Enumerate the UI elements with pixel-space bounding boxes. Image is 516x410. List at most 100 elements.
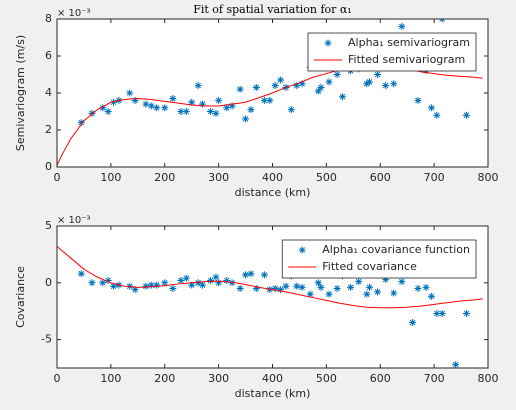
data-point	[298, 80, 306, 88]
data-point	[287, 106, 295, 114]
data-point	[339, 93, 347, 101]
legend-box	[281, 239, 477, 279]
data-point	[110, 282, 118, 290]
data-point	[169, 284, 177, 292]
data-point	[212, 109, 220, 117]
legend-label: Fitted covariance	[322, 260, 417, 273]
data-point	[223, 277, 231, 285]
data-point	[247, 106, 255, 114]
data-point	[198, 100, 206, 108]
x-tick-label: 600	[370, 171, 391, 184]
data-point	[236, 85, 244, 93]
data-point	[212, 273, 220, 281]
data-point	[182, 274, 190, 282]
data-point	[462, 309, 470, 317]
data-point	[215, 279, 223, 287]
x-tick-label: 600	[370, 372, 391, 385]
y-tick-label: -5	[41, 333, 52, 346]
data-point	[252, 284, 260, 292]
data-point	[433, 309, 441, 317]
data-point	[177, 277, 185, 285]
data-point	[293, 82, 301, 90]
x-axis-label: distance (km)	[235, 387, 311, 400]
legend-label: Alpha₁ covariance function	[322, 243, 470, 256]
data-point	[153, 281, 161, 289]
data-point	[131, 286, 139, 294]
data-point	[333, 284, 341, 292]
y-tick-label: 6	[45, 49, 52, 62]
data-point	[306, 290, 314, 298]
x-tick-label: 200	[154, 372, 175, 385]
data-point	[169, 95, 177, 103]
data-point	[131, 96, 139, 104]
plot-area	[57, 246, 483, 368]
y-tick-label: 0	[45, 160, 52, 173]
x-tick-label: 300	[208, 372, 229, 385]
data-point	[282, 282, 290, 290]
data-point	[104, 277, 112, 285]
data-point	[414, 284, 422, 292]
legend-marker	[298, 246, 306, 254]
data-point	[365, 78, 373, 86]
data-point	[347, 283, 355, 291]
data-point	[207, 277, 215, 285]
x-tick-label: 700	[424, 171, 445, 184]
x-tick-label: 100	[100, 372, 121, 385]
data-point	[207, 108, 215, 115]
x-tick-label: 0	[54, 171, 61, 184]
exponent-label: × 10⁻³	[57, 8, 91, 19]
data-point	[374, 71, 382, 78]
data-point	[271, 284, 279, 292]
data-point	[325, 290, 333, 298]
data-point	[398, 22, 406, 30]
data-point	[271, 82, 279, 90]
x-tick-label: 200	[154, 171, 175, 184]
data-point	[266, 96, 274, 104]
data-point	[188, 98, 196, 106]
data-point	[355, 278, 363, 286]
data-point	[242, 115, 250, 123]
legend-label: Fitted semivariogram	[348, 53, 465, 66]
data-point	[142, 282, 150, 290]
data-point	[88, 279, 96, 287]
data-point	[452, 361, 460, 368]
data-point	[317, 83, 325, 91]
data-point	[363, 290, 371, 298]
data-point	[188, 281, 196, 289]
data-point	[242, 271, 250, 279]
data-point	[390, 80, 398, 88]
x-tick-label: 100	[100, 171, 121, 184]
data-point	[438, 309, 446, 317]
data-point	[153, 104, 161, 112]
y-axis-label: Covariance	[14, 266, 27, 328]
data-point	[314, 87, 322, 95]
data-point	[110, 98, 118, 106]
chart-title: Fit of spatial variation for α₁	[193, 3, 352, 16]
exponent-label: × 10⁻³	[57, 215, 91, 226]
data-point	[325, 78, 333, 86]
data-point	[161, 279, 169, 287]
data-point	[260, 271, 268, 279]
data-point	[427, 292, 435, 300]
data-point	[252, 83, 260, 91]
x-tick-label: 500	[316, 171, 337, 184]
data-point	[194, 279, 202, 287]
axes-box	[56, 225, 489, 369]
data-point	[77, 270, 85, 278]
legend-box	[307, 32, 477, 72]
data-point	[182, 108, 190, 115]
data-point	[147, 281, 155, 289]
data-point	[277, 286, 285, 294]
data-point	[247, 270, 255, 278]
data-point	[194, 82, 202, 90]
data-point	[317, 283, 325, 291]
data-point	[427, 104, 435, 112]
data-point	[382, 275, 390, 283]
x-tick-label: 0	[54, 372, 61, 385]
data-point	[422, 283, 430, 291]
data-point	[390, 289, 398, 297]
data-point	[236, 284, 244, 292]
data-point	[88, 109, 96, 117]
data-point	[398, 278, 406, 286]
x-tick-label: 800	[478, 372, 499, 385]
